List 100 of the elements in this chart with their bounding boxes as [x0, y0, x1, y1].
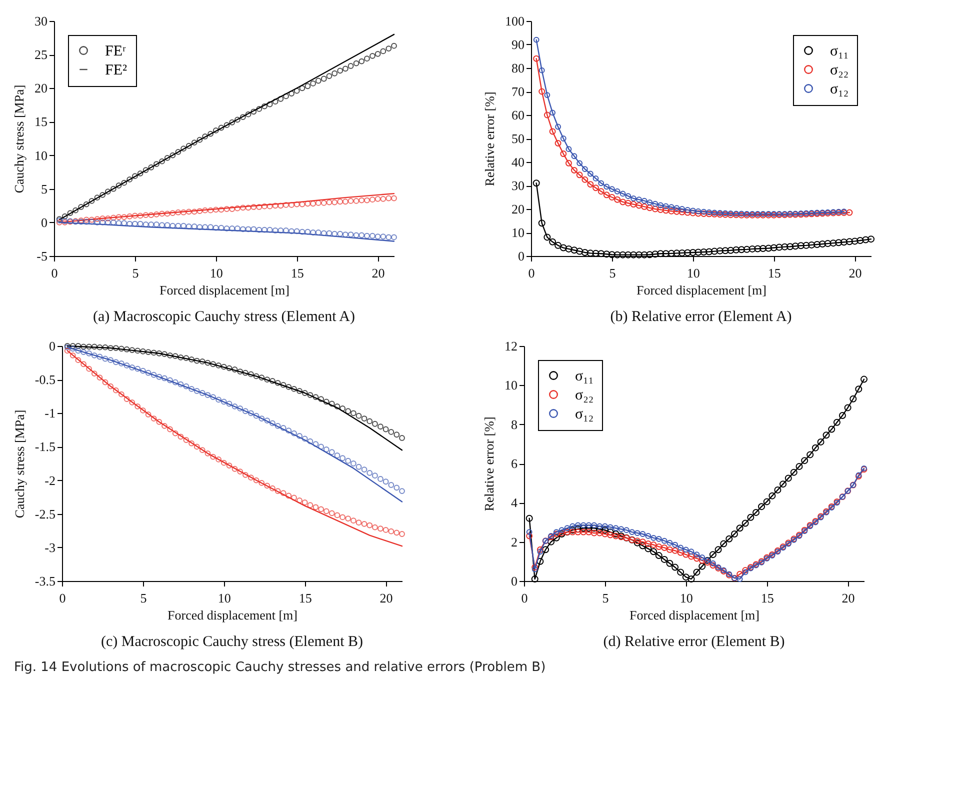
point	[565, 160, 572, 166]
text: (a) Macroscopic Cauchy stress (Element A)	[93, 309, 355, 325]
point	[582, 166, 588, 172]
point	[695, 210, 702, 217]
text: (c) Macroscopic Cauchy stress (Element B)	[101, 634, 363, 650]
x-tick-label: 15	[298, 590, 312, 606]
point	[620, 190, 626, 197]
point	[624, 200, 632, 206]
x-axis-title: Forced displacement [m]	[630, 608, 760, 622]
x-tick-label: 10	[686, 266, 700, 280]
point	[587, 170, 594, 177]
point	[674, 205, 680, 212]
y-tick-label: 20	[512, 202, 524, 216]
point	[566, 146, 572, 152]
x-tick-label: 0	[528, 266, 535, 280]
y-tick-label: -1.5	[34, 439, 56, 454]
y-tick-label: 12	[504, 338, 518, 354]
point	[571, 153, 578, 160]
point	[684, 206, 691, 213]
point	[614, 188, 620, 194]
point	[652, 200, 658, 207]
x-tick-label: 10	[210, 266, 223, 280]
x-tick-label: 5	[609, 266, 616, 280]
y-tick-label: 30	[34, 14, 48, 28]
point	[549, 128, 556, 135]
x-tick-label: 10	[680, 590, 693, 606]
point	[592, 176, 599, 182]
point	[695, 208, 702, 214]
point	[582, 176, 588, 183]
y-axis-title: Relative error [%]	[482, 416, 496, 512]
x-tick-label: 10	[218, 590, 231, 606]
y-tick-label: -5	[36, 248, 48, 264]
point	[658, 202, 664, 208]
x-axis-title: Forced displacement [m]	[636, 282, 766, 298]
point	[641, 203, 648, 210]
y-tick-label: 20	[34, 80, 48, 96]
y-tick-label: 0	[49, 338, 56, 354]
text: (d) Relative error (Element B)	[603, 634, 785, 650]
y-tick-label: -0.5	[34, 372, 56, 388]
x-tick-label: 20	[842, 590, 855, 606]
point	[646, 199, 653, 206]
y-tick-label: -2.5	[34, 506, 56, 522]
legend-label: σ₂₂	[830, 62, 849, 78]
point	[625, 193, 632, 200]
point	[673, 208, 680, 215]
point	[550, 110, 556, 116]
point	[576, 172, 583, 178]
point	[560, 150, 567, 158]
x-tick-label: 20	[380, 590, 393, 606]
point	[544, 112, 550, 118]
y-tick-label: 2	[511, 534, 518, 550]
x-tick-label: 5	[140, 590, 147, 606]
y-tick-label: 90	[512, 37, 524, 52]
point	[538, 88, 546, 95]
point	[652, 206, 658, 212]
y-tick-label: 5	[41, 181, 48, 196]
y-tick-label: 70	[512, 84, 524, 99]
x-tick-label: 20	[372, 266, 385, 280]
y-axis-title: Relative error [%]	[482, 92, 497, 186]
x-tick-label: 15	[760, 590, 774, 606]
point	[608, 194, 616, 200]
point	[592, 184, 599, 192]
point	[662, 207, 670, 214]
point	[668, 208, 675, 214]
y-tick-label: 8	[511, 416, 518, 432]
point	[636, 202, 642, 209]
y-tick-label: 10	[512, 225, 524, 240]
text: (b) Relative error (Element A)	[610, 309, 792, 325]
point	[684, 209, 691, 216]
y-tick-label: 0	[518, 248, 524, 264]
legend-label: σ₁₂	[575, 406, 594, 422]
y-tick-label: 0	[511, 574, 518, 588]
legend-label: FEʳ	[105, 44, 127, 60]
legend-label: σ₁₁	[575, 368, 594, 384]
point	[641, 198, 648, 204]
point	[598, 188, 604, 195]
y-tick-label: -1	[44, 406, 56, 421]
legend-label: σ₂₂	[575, 388, 594, 404]
y-tick-label: 30	[512, 178, 524, 193]
y-tick-label: 50	[512, 131, 524, 146]
point	[538, 67, 545, 74]
legend-label: σ₁₂	[830, 82, 849, 98]
point	[576, 160, 583, 166]
point	[598, 180, 604, 186]
point	[620, 198, 626, 206]
y-axis-title: Cauchy stress [MPa]	[12, 410, 27, 518]
caption: Fig. 14 Evolutions of macroscopic Cauchy stresses and relative errors (Problem B)	[14, 660, 547, 675]
point	[690, 208, 696, 214]
point	[555, 124, 561, 130]
point	[570, 166, 578, 174]
y-tick-label: 0	[41, 214, 48, 230]
y-tick-label: 4	[511, 495, 518, 510]
y-tick-label: 80	[512, 60, 524, 76]
y-tick-label: 25	[34, 47, 48, 62]
y-tick-label: 10	[34, 148, 48, 163]
point	[609, 186, 615, 192]
y-tick-label: -3	[44, 540, 56, 555]
point	[636, 196, 642, 203]
x-tick-label: 15	[290, 266, 304, 280]
x-tick-label: 15	[768, 266, 781, 280]
